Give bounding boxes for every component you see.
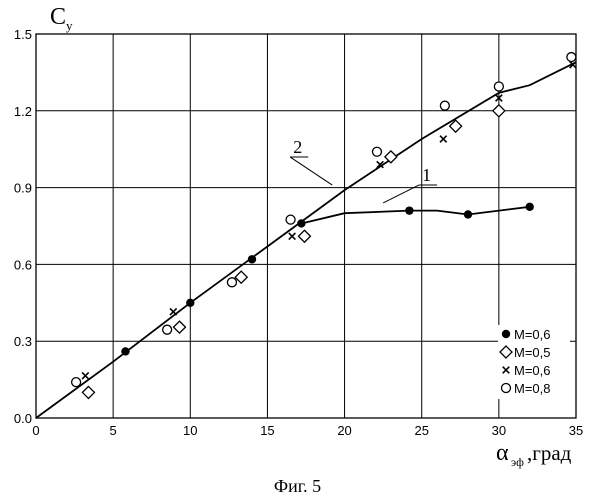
curve-label-2: 2 (293, 137, 302, 157)
data-point-cross (82, 372, 89, 379)
data-point-filled-circle (121, 347, 129, 355)
data-point-diamond (82, 386, 94, 398)
data-point-open-circle (227, 278, 236, 287)
data-point-diamond (173, 321, 185, 333)
y-tick-label: 0.6 (14, 257, 32, 272)
x-tick-label: 35 (569, 423, 583, 438)
x-tick-label: 15 (260, 423, 274, 438)
legend-entry: M=0,5 (514, 345, 551, 360)
legend-entry: M=0,8 (514, 381, 551, 396)
y-tick-label: 1.2 (14, 104, 32, 119)
x-tick-label: 5 (110, 423, 117, 438)
data-point-filled-circle (248, 255, 256, 263)
x-tick-label: 30 (492, 423, 506, 438)
curve-label-1: 1 (422, 165, 431, 185)
x-tick-label: 0 (32, 423, 39, 438)
data-point-filled-circle (405, 206, 413, 214)
data-point-open-circle (440, 101, 449, 110)
legend-entry: M=0,6 (514, 363, 551, 378)
x-axis-label-sub: эф (511, 455, 524, 469)
data-point-filled-circle (186, 299, 194, 307)
y-tick-label: 0.3 (14, 334, 32, 349)
data-point-filled-circle (297, 219, 305, 227)
data-point-diamond (385, 151, 397, 163)
x-axis-label: α (496, 440, 509, 466)
x-tick-label: 10 (183, 423, 197, 438)
data-point-diamond (298, 230, 310, 242)
y-tick-label: 0.0 (14, 411, 32, 426)
curve-label-leader-2 (290, 157, 332, 185)
plot-frame (36, 34, 576, 418)
legend-entry: M=0,6 (514, 327, 551, 342)
data-point-open-circle (163, 325, 172, 334)
data-point-open-circle (72, 378, 81, 387)
y-axis-label: C (50, 4, 66, 30)
data-point-open-circle (372, 147, 381, 156)
data-point-open-circle (494, 82, 503, 91)
data-point-open-circle (567, 53, 576, 62)
figure-caption: Фиг. 5 (0, 476, 595, 497)
data-point-cross (440, 136, 447, 143)
legend-marker-filled-circle (502, 330, 510, 338)
data-point-open-circle (286, 215, 295, 224)
y-tick-label: 0.9 (14, 181, 32, 196)
legend-marker-open-circle (502, 384, 511, 393)
data-point-filled-circle (526, 203, 534, 211)
data-point-filled-circle (464, 210, 472, 218)
data-point-cross (289, 233, 296, 240)
x-tick-label: 25 (414, 423, 428, 438)
y-axis-label-sub: y (66, 18, 73, 33)
x-tick-label: 20 (337, 423, 351, 438)
x-axis-label-unit: ,град (527, 441, 572, 465)
data-point-cross (170, 308, 177, 315)
curve-1 (301, 207, 529, 224)
data-point-diamond (493, 105, 505, 117)
y-tick-label: 1.5 (14, 27, 32, 42)
